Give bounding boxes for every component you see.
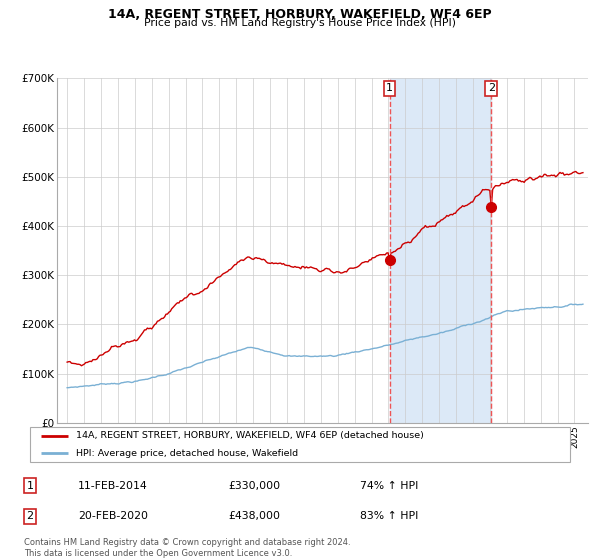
Text: 14A, REGENT STREET, HORBURY, WAKEFIELD, WF4 6EP: 14A, REGENT STREET, HORBURY, WAKEFIELD, …	[108, 8, 492, 21]
Text: 2: 2	[488, 83, 495, 94]
Bar	[389, 78, 491, 423]
FancyBboxPatch shape	[30, 427, 570, 462]
Text: HPI: Average price, detached house, Wakefield: HPI: Average price, detached house, Wake…	[76, 449, 298, 458]
Text: £330,000: £330,000	[228, 480, 280, 491]
Text: 20-FEB-2020: 20-FEB-2020	[78, 511, 148, 521]
Text: Price paid vs. HM Land Registry's House Price Index (HPI): Price paid vs. HM Land Registry's House …	[144, 18, 456, 28]
Text: Contains HM Land Registry data © Crown copyright and database right 2024.
This d: Contains HM Land Registry data © Crown c…	[24, 538, 350, 558]
Text: 74% ↑ HPI: 74% ↑ HPI	[360, 480, 418, 491]
Text: 1: 1	[26, 480, 34, 491]
Text: 14A, REGENT STREET, HORBURY, WAKEFIELD, WF4 6EP (detached house): 14A, REGENT STREET, HORBURY, WAKEFIELD, …	[76, 431, 424, 441]
Text: 11-FEB-2014: 11-FEB-2014	[78, 480, 148, 491]
Text: 83% ↑ HPI: 83% ↑ HPI	[360, 511, 418, 521]
Text: 2: 2	[26, 511, 34, 521]
Text: 1: 1	[386, 83, 393, 94]
Text: £438,000: £438,000	[228, 511, 280, 521]
